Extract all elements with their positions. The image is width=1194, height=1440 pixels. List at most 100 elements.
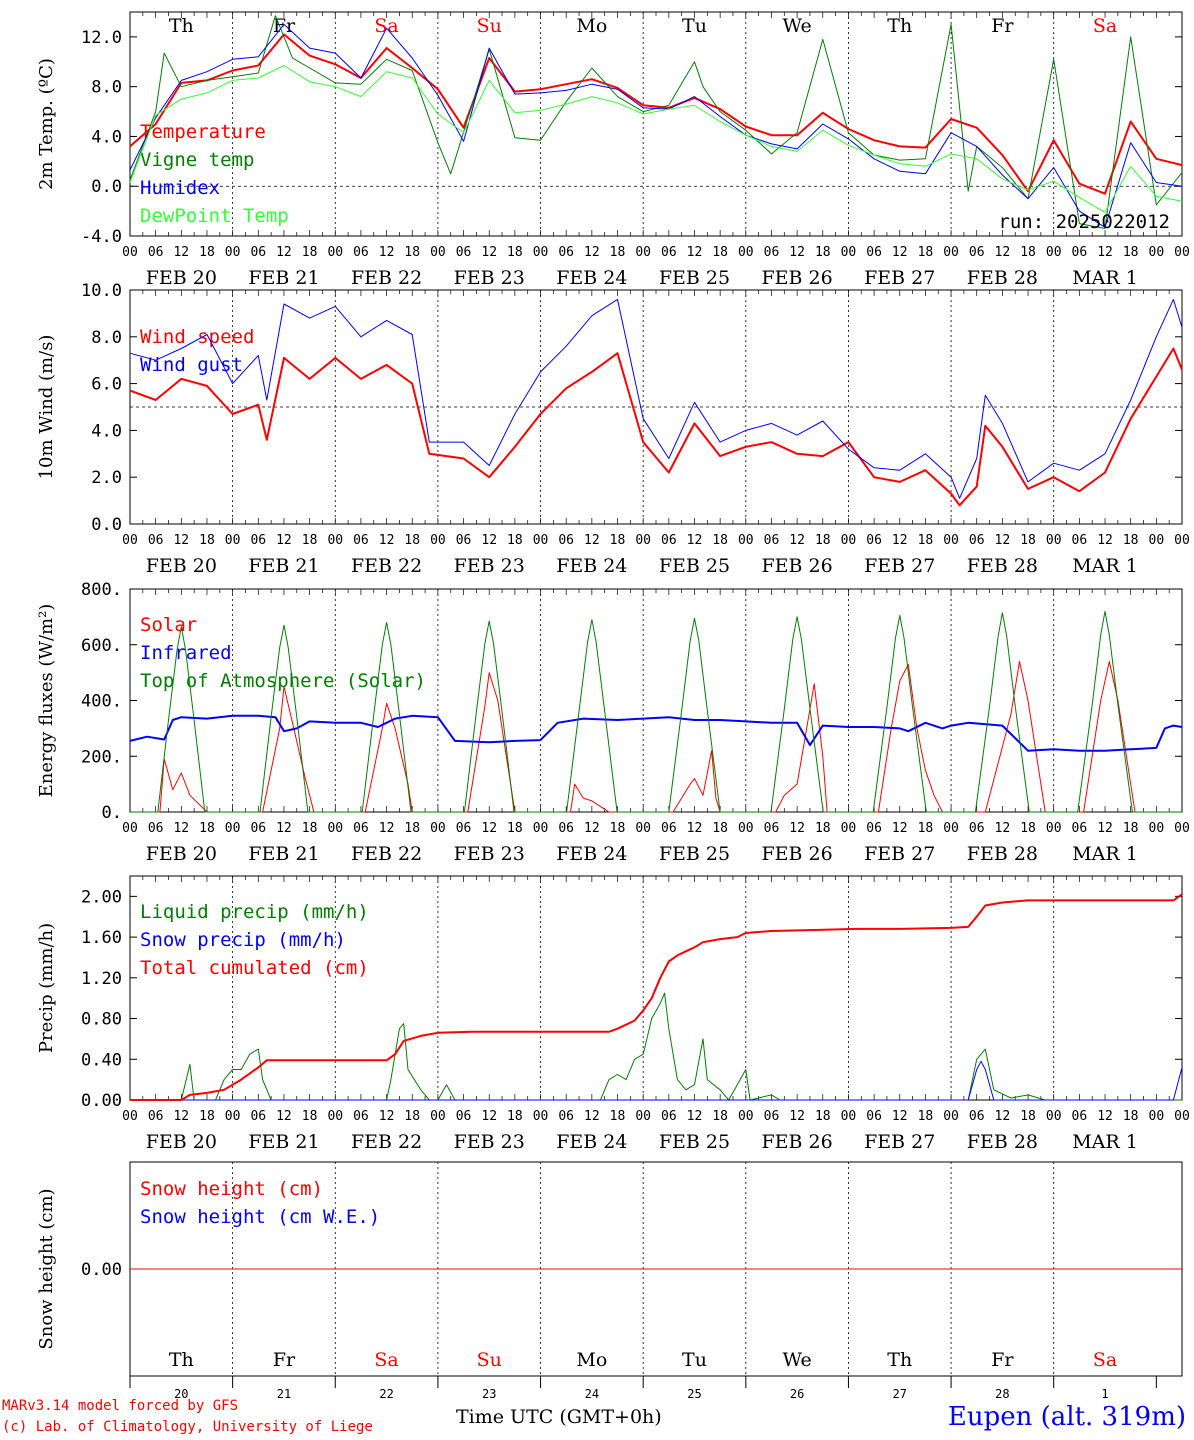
x-hour-label: 06 (661, 245, 677, 260)
x-hour-label: 18 (1020, 1109, 1036, 1124)
x-day-number: 24 (585, 1387, 599, 1401)
x-hour-label: 06 (969, 245, 985, 260)
x-hour-label: 12 (1097, 245, 1113, 260)
x-hour-label: 18 (815, 821, 831, 836)
x-hour-label: 00 (841, 1109, 857, 1124)
x-hour-label: 18 (610, 533, 626, 548)
x-date-label: FEB 23 (454, 843, 525, 865)
series-line-temp-1 (129, 15, 1183, 229)
x-date-label: FEB 26 (762, 555, 833, 577)
x-date-label: FEB 25 (659, 267, 730, 289)
x-hour-label: 18 (302, 1109, 318, 1124)
day-name-label: Fr (991, 1349, 1014, 1371)
x-hour-label: 18 (199, 1109, 215, 1124)
x-hour-label: 18 (815, 245, 831, 260)
x-hour-label: 12 (379, 245, 395, 260)
x-hour-label: 18 (507, 245, 523, 260)
series-line-temp-2 (129, 23, 1183, 228)
x-hour-label: 12 (276, 245, 292, 260)
day-name-label: Tu (682, 15, 707, 37)
x-hour-label: 12 (789, 821, 805, 836)
x-hour-label: 00 (327, 1109, 343, 1124)
x-hour-label: 12 (789, 245, 805, 260)
x-hour-label: 18 (302, 821, 318, 836)
station-title: Eupen (alt. 319m) (947, 1402, 1186, 1432)
x-hour-label: 00 (122, 533, 138, 548)
y-tick-label: 1.20 (81, 969, 122, 989)
x-hour-label: 00 (943, 245, 959, 260)
y-tick-label: 8.0 (91, 78, 122, 98)
x-hour-label: 18 (404, 245, 420, 260)
y-tick-label: 600. (81, 636, 122, 656)
x-date-label: FEB 22 (351, 555, 422, 577)
y-axis-title-precip: Precip (mm/h) (36, 923, 57, 1053)
x-hour-label: 18 (1020, 533, 1036, 548)
day-name-label: Fr (991, 15, 1014, 37)
x-hour-label: 06 (456, 821, 472, 836)
x-hour-label: 06 (1072, 1109, 1088, 1124)
legend-label-energy-2: Top of Atmosphere (Solar) (140, 670, 426, 692)
x-hour-label: 18 (610, 245, 626, 260)
copyright-credit: (c) Lab. of Climatology, University of L… (2, 1419, 373, 1435)
day-name-label: Mo (576, 1349, 607, 1371)
x-hour-label: 18 (404, 1109, 420, 1124)
x-hour-label: 06 (1072, 821, 1088, 836)
day-name-label: We (783, 1349, 812, 1371)
x-hour-label: 06 (250, 1109, 266, 1124)
y-tick-label: 400. (81, 692, 122, 712)
x-hour-label: 06 (456, 1109, 472, 1124)
x-hour-label: 00 (533, 245, 549, 260)
x-hour-label: 12 (173, 821, 189, 836)
series-line-wind-1 (129, 298, 1183, 499)
x-date-label: FEB 26 (762, 1131, 833, 1153)
x-hour-label: 00 (225, 821, 241, 836)
x-hour-label: 00 (943, 821, 959, 836)
y-tick-label: 12.0 (81, 28, 122, 48)
x-hour-label: 12 (173, 245, 189, 260)
y-tick-label: 0.40 (81, 1050, 122, 1070)
x-hour-label: 12 (687, 245, 703, 260)
day-name-label: We (783, 15, 812, 37)
x-hour-label: 18 (302, 245, 318, 260)
x-hour-label: 12 (173, 1109, 189, 1124)
x-date-label: FEB 28 (967, 843, 1038, 865)
x-hour-label: 00 (533, 533, 549, 548)
legend-label-wind-1: Wind gust (140, 354, 243, 376)
y-tick-label: 0.00 (81, 1091, 122, 1111)
y-axis-title-wind: 10m Wind (m/s) (36, 335, 57, 480)
x-hour-label: 06 (661, 533, 677, 548)
plot-frame-energy (129, 588, 1183, 813)
x-hour-label: 06 (148, 245, 164, 260)
x-hour-label: 12 (584, 821, 600, 836)
x-hour-label: 06 (1072, 245, 1088, 260)
x-date-label: FEB 20 (146, 555, 217, 577)
x-hour-label: 18 (712, 1109, 728, 1124)
x-date-label: FEB 22 (351, 843, 422, 865)
x-hour-label: 18 (918, 1109, 934, 1124)
x-hour-label: 12 (481, 821, 497, 836)
x-hour-label: 06 (764, 245, 780, 260)
x-date-label: FEB 21 (248, 555, 319, 577)
y-axis-title-energy: Energy fluxes (W/m²) (36, 604, 57, 798)
day-name-label: Su (477, 1349, 502, 1371)
x-hour-label: 12 (892, 245, 908, 260)
x-hour-label: 00 (943, 1109, 959, 1124)
x-hour-label: 12 (173, 533, 189, 548)
x-hour-label: 12 (481, 533, 497, 548)
x-hour-label: 06 (866, 245, 882, 260)
x-hour-label: 06 (866, 533, 882, 548)
legend-label-temp-3: DewPoint Temp (140, 205, 289, 227)
series-line-temp-0 (129, 33, 1183, 195)
x-hour-label: 12 (1097, 1109, 1113, 1124)
day-name-label: Sa (1093, 1349, 1117, 1371)
legend-label-precip-0: Liquid precip (mm/h) (140, 901, 369, 923)
x-day-number: 20 (174, 1387, 188, 1401)
x-hour-label: 00 (1174, 1109, 1190, 1124)
x-hour-label: 18 (1123, 533, 1139, 548)
x-hour-label: 06 (250, 533, 266, 548)
x-hour-label: 00 (122, 245, 138, 260)
x-hour-label: 12 (584, 245, 600, 260)
x-hour-label: 12 (481, 245, 497, 260)
x-date-label: FEB 24 (556, 1131, 627, 1153)
x-hour-label: 18 (199, 821, 215, 836)
